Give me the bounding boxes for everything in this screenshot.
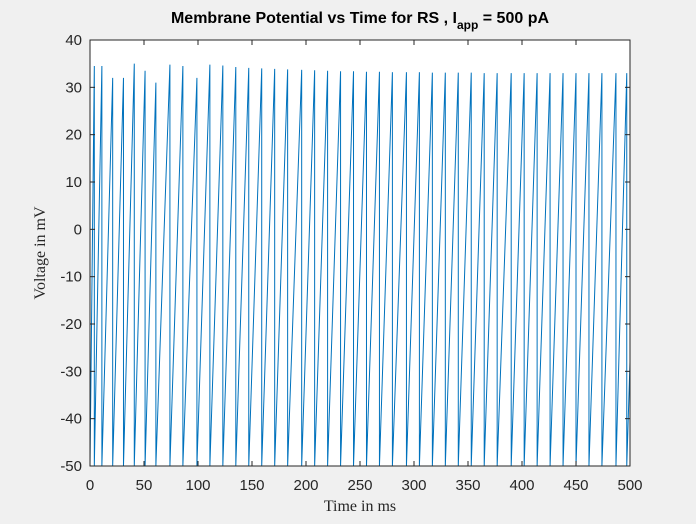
x-tick-label: 300	[401, 477, 426, 494]
x-axis-label: Time in ms	[324, 498, 396, 515]
y-tick-label: -40	[60, 411, 82, 428]
y-tick-label: -10	[60, 269, 82, 286]
y-tick-label: -50	[60, 458, 82, 475]
y-tick-label: 0	[74, 221, 82, 238]
y-axis: -50 -40 -30 -20 -10 0 10 20 30 40	[60, 32, 630, 475]
y-tick-label: 30	[65, 79, 82, 96]
y-tick-label: -30	[60, 363, 82, 380]
x-tick-label: 150	[239, 477, 264, 494]
chart-title: Membrane Potential vs Time for RS , Iapp…	[171, 10, 549, 32]
y-tick-label: 40	[65, 32, 82, 49]
y-axis-label: Voltage in mV	[32, 206, 49, 299]
x-tick-label: 350	[455, 477, 480, 494]
x-tick-label: 0	[86, 477, 94, 494]
x-tick-label: 200	[293, 477, 318, 494]
chart-title-subscript: app	[457, 18, 478, 32]
x-tick-label: 500	[617, 477, 642, 494]
y-tick-label: 20	[65, 127, 82, 144]
chart-title-suffix: = 500 pA	[478, 10, 549, 27]
x-axis: 0 50 100 150 200 250 300 350 400 450 500	[86, 40, 643, 494]
x-tick-label: 400	[509, 477, 534, 494]
plot-background	[90, 40, 630, 466]
x-tick-label: 450	[563, 477, 588, 494]
x-tick-label: 50	[136, 477, 153, 494]
plot-area	[89, 63, 631, 467]
y-tick-label: 10	[65, 174, 82, 191]
y-tick-label: -20	[60, 316, 82, 333]
series-line	[89, 63, 631, 467]
chart-title-main: Membrane Potential vs Time for RS , I	[171, 10, 457, 27]
x-tick-label: 100	[185, 477, 210, 494]
x-tick-label: 250	[347, 477, 372, 494]
